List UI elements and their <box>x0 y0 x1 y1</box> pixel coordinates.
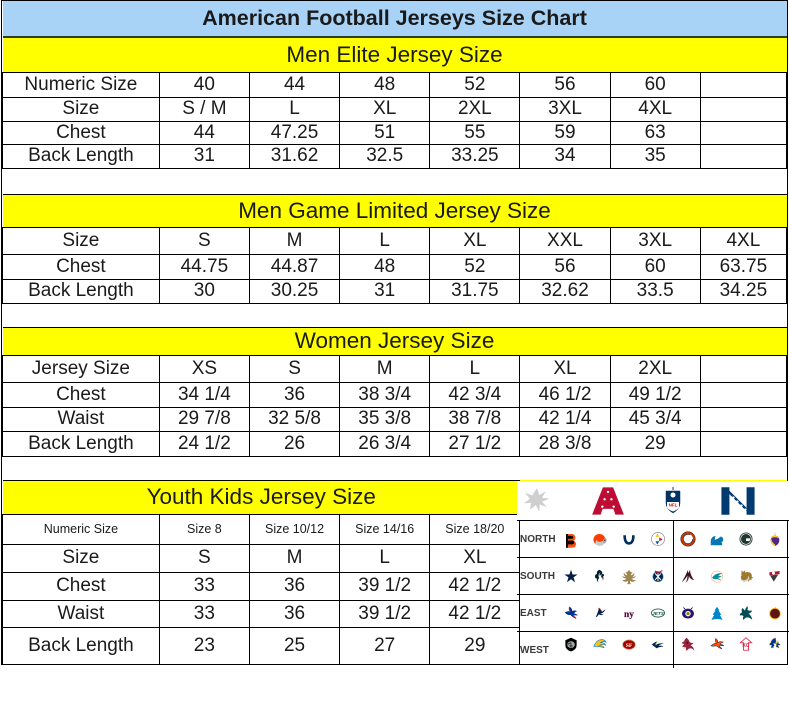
svg-text:JETS: JETS <box>652 611 665 616</box>
svg-text:SF: SF <box>626 643 633 649</box>
svg-text:KC: KC <box>742 643 750 649</box>
svg-text:ny: ny <box>624 610 634 620</box>
svg-text:NFL: NFL <box>669 502 678 507</box>
